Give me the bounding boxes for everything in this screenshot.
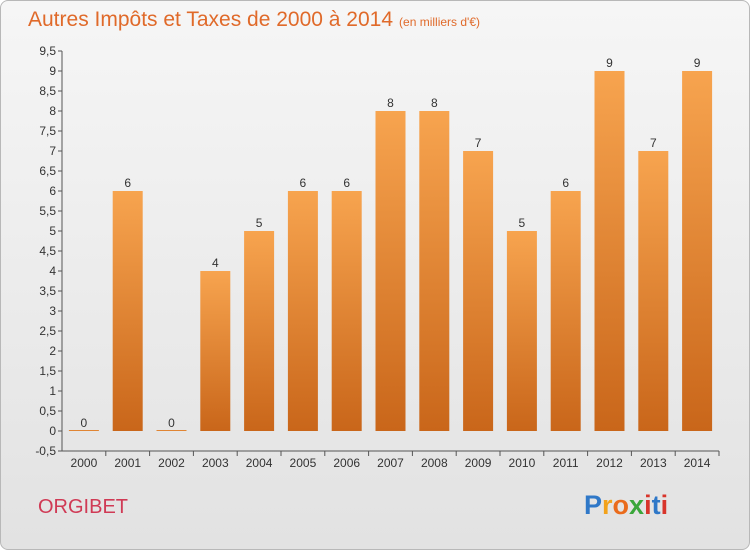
x-tick-label: 2007 — [377, 456, 404, 470]
logo-letter: x — [629, 490, 645, 520]
bar — [244, 231, 275, 431]
bar-value-label: 6 — [562, 176, 569, 190]
bar — [638, 151, 669, 431]
chart-axes: -0,5 0 0,5 1 1,5 2 2,5 3 3,5 4 4,5 5 5,5 6 6,5 7 7,5 8 8,5… — [35, 44, 720, 470]
y-tick-label: 6 — [49, 184, 56, 198]
bar-value-label: 8 — [387, 96, 394, 110]
x-tick-label: 2003 — [202, 456, 229, 470]
logo-letter: o — [612, 490, 630, 520]
y-tick-label: 8,5 — [39, 84, 56, 98]
x-tick-label: 2004 — [246, 456, 273, 470]
bar-value-label: 5 — [256, 216, 263, 230]
bar-value-label: 0 — [81, 416, 88, 430]
bar-value-label: 6 — [300, 176, 307, 190]
bar-value-label: 6 — [343, 176, 350, 190]
y-tick-label: 3 — [49, 304, 56, 318]
bar — [594, 71, 625, 431]
bar-value-label: 7 — [650, 136, 657, 150]
logo-letter: i — [644, 490, 652, 520]
y-tick-label: 1,5 — [39, 364, 56, 378]
logo-letter: r — [602, 490, 613, 520]
y-tick-label: 9 — [49, 64, 56, 78]
bar — [419, 111, 450, 431]
y-tick-label: 5,5 — [39, 204, 56, 218]
bar-value-label: 4 — [212, 256, 219, 270]
bar — [287, 191, 318, 431]
proxiti-logo: Proxiti — [584, 490, 668, 521]
bar — [331, 191, 362, 431]
bar — [506, 231, 537, 431]
bar-value-label: 0 — [168, 416, 175, 430]
y-tick-label: 1 — [49, 384, 56, 398]
bar-value-label: 9 — [606, 56, 613, 70]
y-tick-label: 0,5 — [39, 404, 56, 418]
chart-subtitle: (en milliers d'€) — [399, 15, 481, 29]
bar-value-label: 5 — [519, 216, 526, 230]
logo-letter: t — [651, 490, 661, 520]
bar — [200, 271, 231, 431]
bar-value-label: 7 — [475, 136, 482, 150]
bar-value-label: 8 — [431, 96, 438, 110]
y-tick-label: -0,5 — [35, 444, 56, 458]
y-tick-label: 7,5 — [39, 124, 56, 138]
y-tick-label: 5 — [49, 224, 56, 238]
x-tick-label: 2006 — [333, 456, 360, 470]
x-tick-label: 2012 — [596, 456, 623, 470]
y-tick-label: 6,5 — [39, 164, 56, 178]
chart-title: Autres Impôts et Taxes de 2000 à 2014 (en… — [28, 8, 480, 32]
logo-letter: P — [584, 490, 603, 520]
bar — [550, 191, 581, 431]
x-tick-label: 2005 — [290, 456, 317, 470]
x-tick-label: 2010 — [509, 456, 536, 470]
y-tick-label: 4 — [49, 264, 56, 278]
y-tick-label: 9,5 — [39, 44, 56, 58]
x-tick-label: 2014 — [684, 456, 711, 470]
x-tick-label: 2002 — [158, 456, 185, 470]
bar — [682, 71, 713, 431]
chart-bars — [68, 71, 713, 431]
y-tick-label: 8 — [49, 104, 56, 118]
commune-name: ORGIBET — [38, 496, 129, 518]
bar — [68, 430, 99, 431]
logo-letter: i — [660, 490, 669, 520]
bar-value-label: 6 — [124, 176, 131, 190]
y-tick-label: 0 — [49, 424, 56, 438]
x-tick-label: 2008 — [421, 456, 448, 470]
x-tick-label: 2009 — [465, 456, 492, 470]
y-tick-label: 2 — [49, 344, 56, 358]
chart-value-labels: 0 6 0 4 5 6 6 8 8 7 5 6 9 7 9 — [81, 56, 701, 430]
bar — [375, 111, 406, 431]
bar — [463, 151, 494, 431]
bar — [156, 430, 187, 431]
y-tick-label: 7 — [49, 144, 56, 158]
chart-title-text: Autres Impôts et Taxes de 2000 à 2014 — [28, 8, 394, 31]
x-tick-label: 2011 — [553, 456, 579, 470]
x-tick-label: 2000 — [71, 456, 98, 470]
bar-value-label: 9 — [694, 56, 701, 70]
y-tick-label: 3,5 — [39, 284, 56, 298]
x-tick-label: 2013 — [640, 456, 667, 470]
bar — [112, 191, 143, 431]
y-tick-label: 2,5 — [39, 324, 56, 338]
y-tick-label: 4,5 — [39, 244, 56, 258]
x-tick-label: 2001 — [114, 456, 141, 470]
